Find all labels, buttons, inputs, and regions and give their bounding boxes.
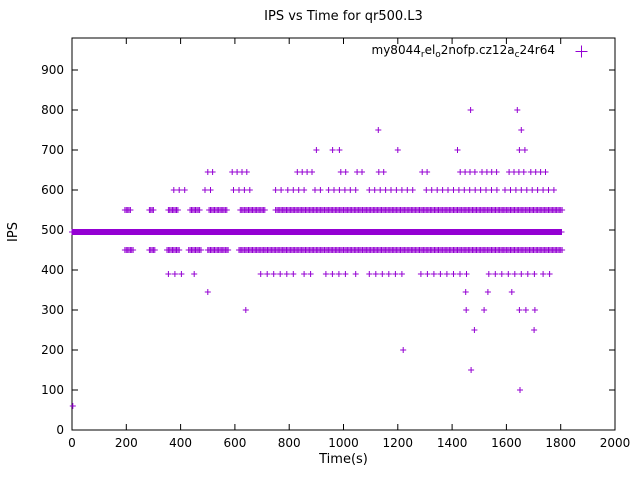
- y-tick-label: 400: [41, 263, 64, 277]
- x-tick-label: 1600: [491, 436, 522, 450]
- y-tick-label: 900: [41, 63, 64, 77]
- y-axis-label: IPS: [6, 222, 21, 242]
- legend-label-segment: 24r64: [519, 43, 555, 57]
- legend-entry: my8044relo2nofp.cz12ac24r64: [72, 43, 588, 60]
- x-tick-label: 2000: [600, 436, 631, 450]
- legend-label-segment: my8044: [371, 43, 421, 57]
- legend-label-subscript: o: [435, 50, 441, 60]
- x-tick-label: 1200: [383, 436, 414, 450]
- x-tick-label: 1800: [545, 436, 576, 450]
- y-tick-label: 500: [41, 223, 64, 237]
- y-tick-label: 0: [56, 423, 64, 437]
- legend-label: my8044relo2nofp.cz12ac24r64: [371, 43, 555, 60]
- legend-label-subscript: r: [420, 50, 425, 60]
- y-tick-label: 100: [41, 383, 64, 397]
- legend-label-subscript: c: [514, 50, 520, 60]
- x-tick-label: 600: [223, 436, 246, 450]
- x-tick-label: 0: [68, 436, 76, 450]
- x-axis-label: Time(s): [319, 452, 368, 467]
- x-tick-label: 1000: [328, 436, 359, 450]
- y-tick-label: 800: [41, 103, 64, 117]
- legend-label-segment: el: [424, 43, 436, 57]
- data-points: [69, 107, 566, 409]
- y-tick-label: 200: [41, 343, 64, 357]
- chart-title: IPS vs Time for qr500.L3: [264, 9, 423, 24]
- x-tick-label: 200: [115, 436, 138, 450]
- y-tick-label: 700: [41, 143, 64, 157]
- legend-label-segment: 2nofp.cz12a: [440, 43, 515, 57]
- x-tick-label: 1400: [437, 436, 468, 450]
- legend-sample-plus-icon: [575, 45, 588, 57]
- y-tick-label: 300: [41, 303, 64, 317]
- y-tick-label: 600: [41, 183, 64, 197]
- x-tick-label: 800: [278, 436, 301, 450]
- x-tick-label: 400: [169, 436, 192, 450]
